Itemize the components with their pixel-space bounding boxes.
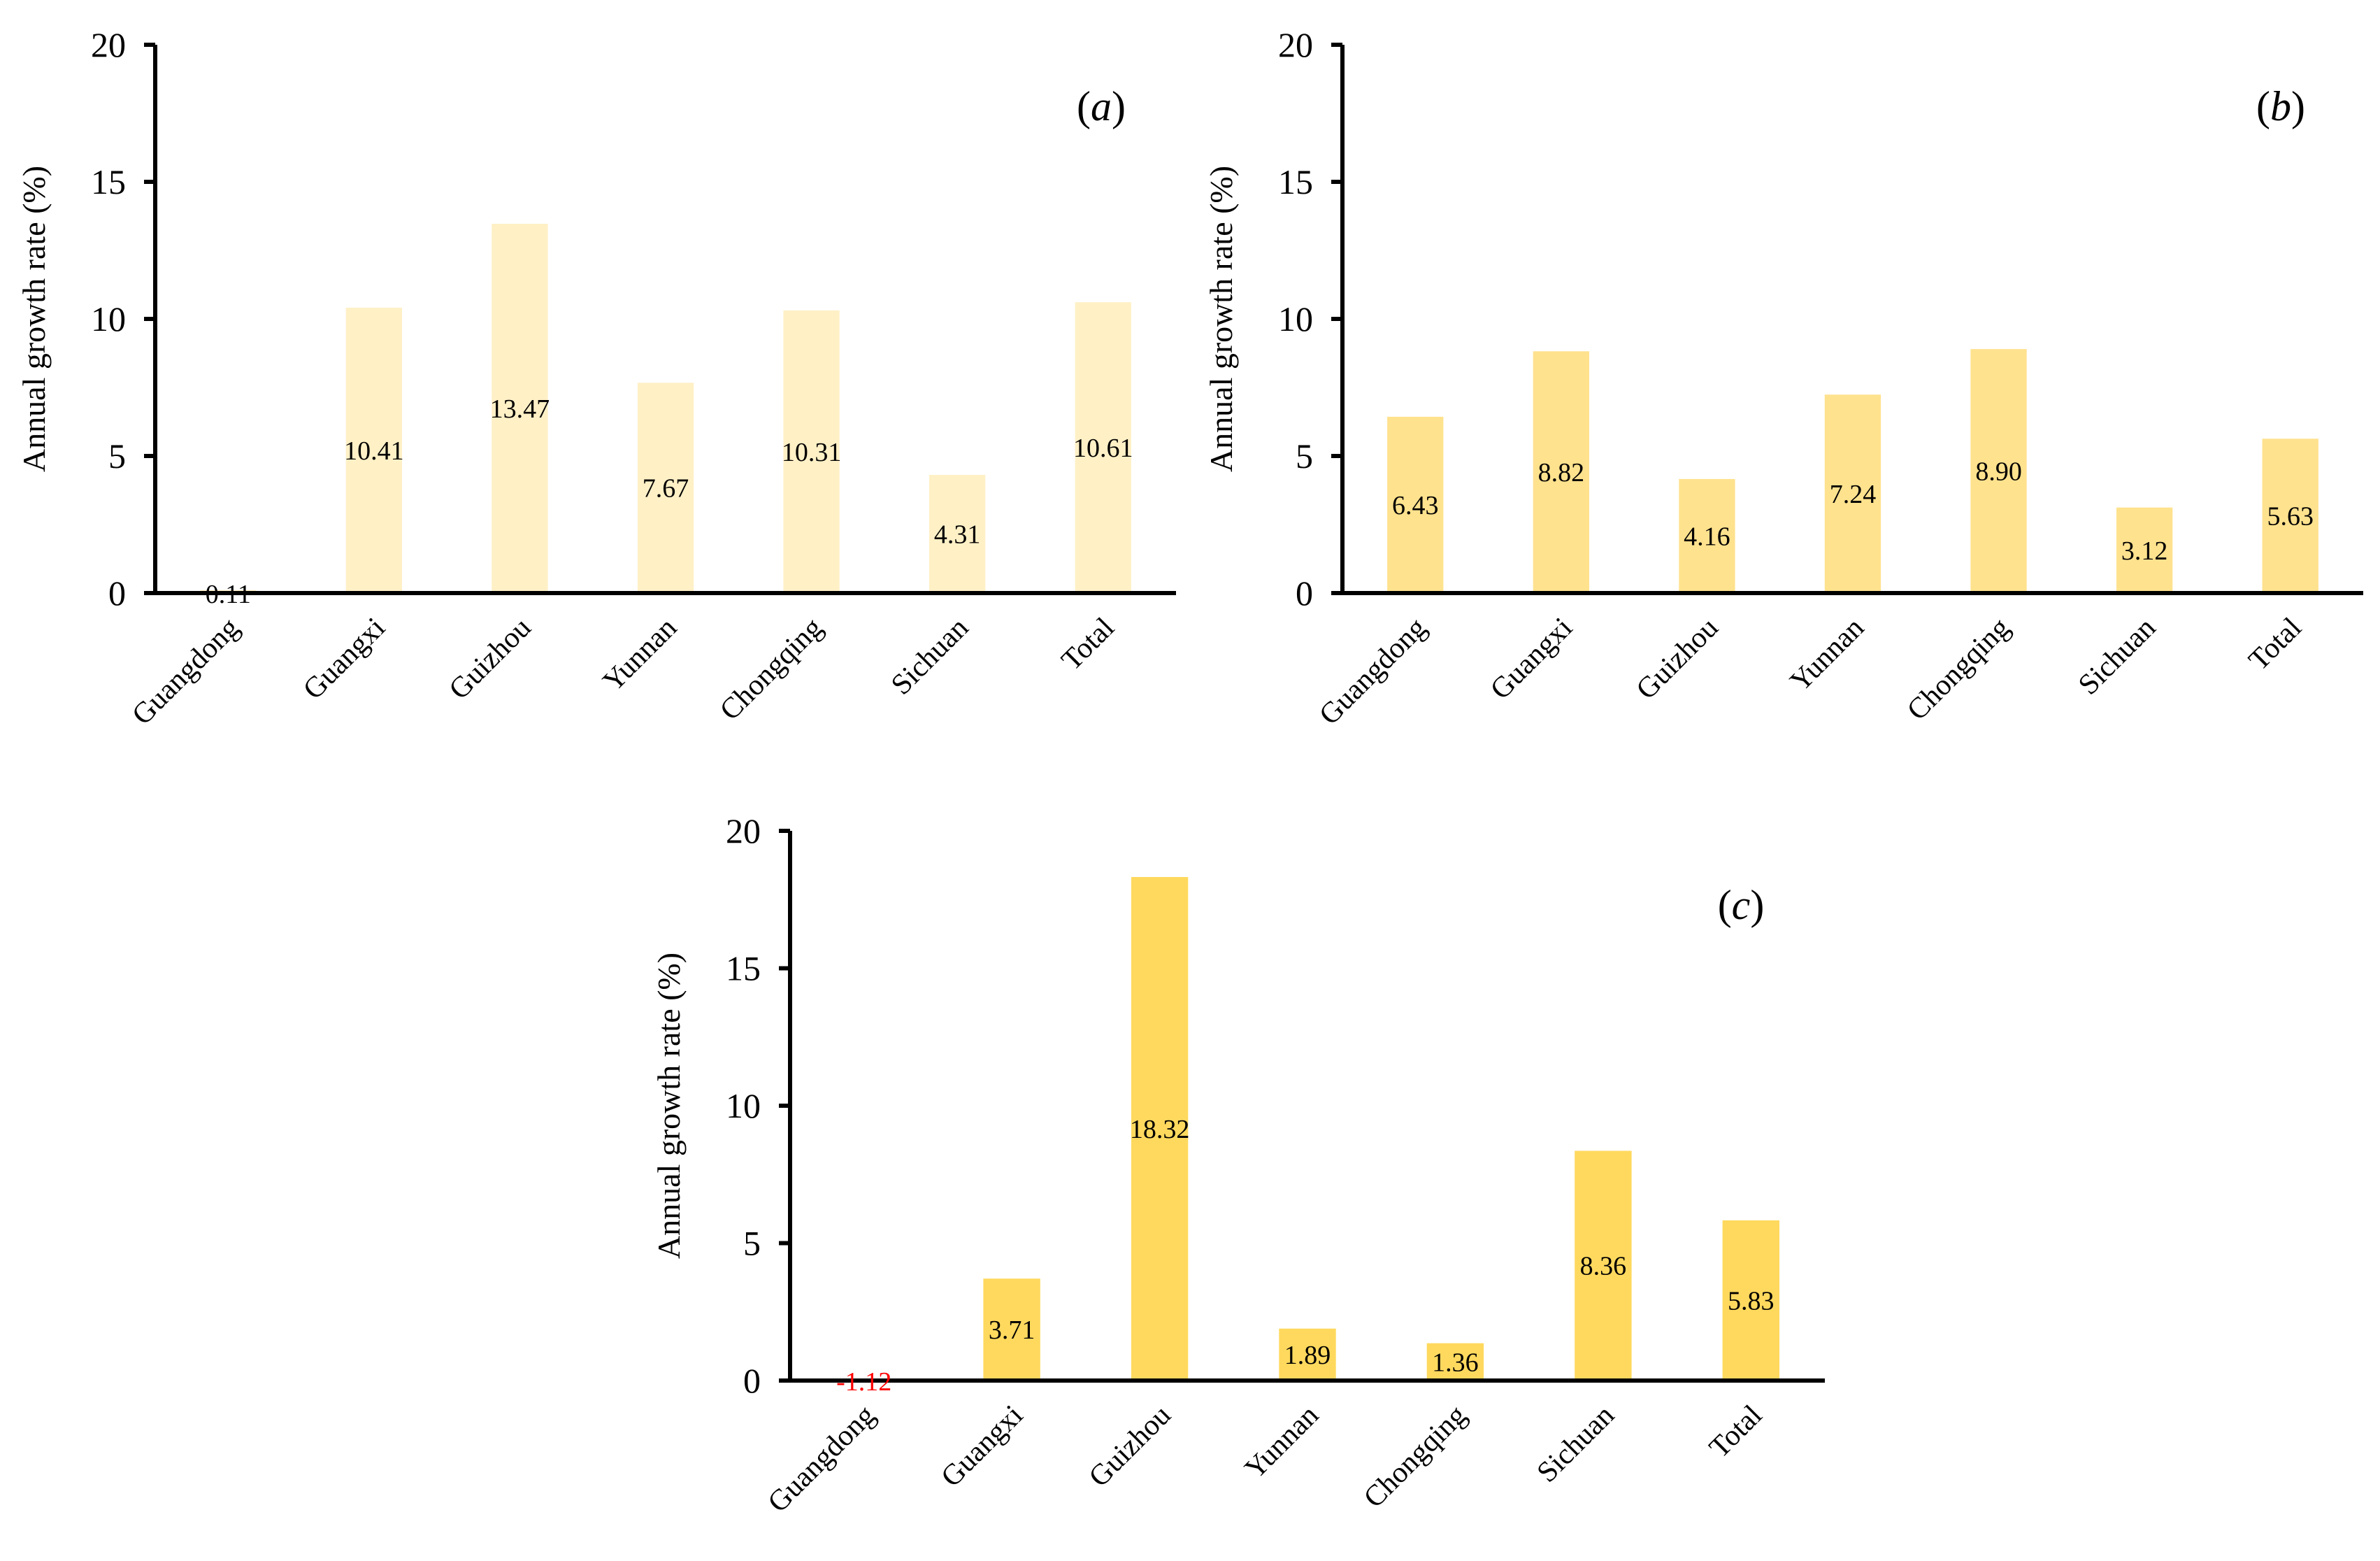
- y-tick-label: 5: [743, 1224, 761, 1263]
- panel-label: (c): [1718, 882, 1765, 928]
- x-tick-label: Guangdong: [126, 612, 245, 732]
- chart-panel-a: 0 5 10 15 20 Annual growth rate (%) Guangdong G…: [16, 25, 1176, 732]
- x-tick-label: Yunnan: [1239, 1399, 1325, 1485]
- data-label: 1.36: [1432, 1348, 1479, 1377]
- x-tick-label: Sichuan: [885, 612, 975, 701]
- data-label: 18.32: [1130, 1115, 1190, 1144]
- data-label: 6.43: [1392, 491, 1439, 520]
- panel-label: (b): [2256, 83, 2305, 129]
- x-tick-label: Guangxi: [1484, 612, 1579, 706]
- x-tick-label: Total: [2243, 612, 2308, 677]
- bar-guizhou: [492, 224, 548, 593]
- y-tick-label: 15: [1278, 162, 1313, 201]
- x-tick-label: Sichuan: [1531, 1399, 1621, 1489]
- data-label: 13.47: [490, 394, 550, 424]
- chart-panel-c: 0 5 10 15 20 Annual growth rate (%) Guangdong G…: [651, 811, 1825, 1519]
- bar-guangxi: [345, 307, 402, 593]
- data-label: 7.24: [1830, 480, 1877, 509]
- y-tick-label: 0: [743, 1361, 761, 1400]
- y-tick-label: 5: [1296, 436, 1313, 476]
- bar-yunnan: [1824, 394, 1881, 593]
- bar-guangxi: [1533, 351, 1589, 593]
- y-tick-label: 15: [91, 162, 126, 201]
- bar-yunnan: [637, 383, 694, 593]
- x-tick-label: Chongqing: [1901, 612, 2016, 727]
- x-tick-label: Guangxi: [297, 612, 392, 706]
- bar-total: [1075, 302, 1131, 593]
- data-label: 10.61: [1073, 434, 1133, 463]
- y-tick-label: 20: [726, 811, 761, 850]
- x-tick-label: Yunnan: [1784, 612, 1870, 698]
- bar-total: [1722, 1220, 1779, 1381]
- data-label: 10.41: [344, 436, 404, 466]
- x-tick-label: Yunnan: [597, 612, 683, 698]
- data-label: 8.36: [1580, 1252, 1627, 1281]
- bar-guangxi: [983, 1278, 1040, 1381]
- x-tick-label: Guangxi: [935, 1399, 1029, 1494]
- bar-chongqing: [1426, 1343, 1484, 1381]
- bar-chongqing: [783, 310, 840, 593]
- x-tick-label: Guizhou: [1083, 1399, 1177, 1494]
- y-tick-label: 5: [108, 436, 126, 476]
- data-label: 8.82: [1538, 458, 1585, 487]
- bar-chongqing: [1970, 349, 2027, 593]
- x-tick-label: Total: [1703, 1399, 1768, 1464]
- data-label: 8.90: [1975, 457, 2022, 487]
- y-tick-label: 10: [726, 1086, 761, 1125]
- y-tick-label: 10: [1278, 299, 1313, 338]
- x-tick-label: Total: [1056, 612, 1121, 677]
- data-label: 1.89: [1284, 1341, 1331, 1370]
- y-tick-label: 0: [108, 573, 126, 613]
- y-tick-label: 20: [91, 25, 126, 64]
- y-tick-label: 0: [1296, 573, 1313, 613]
- x-tick-label: Chongqing: [1358, 1399, 1473, 1515]
- data-label: 10.31: [782, 438, 842, 467]
- bar-sichuan: [1575, 1150, 1632, 1381]
- x-tick-label: Sichuan: [2072, 612, 2162, 701]
- x-tick-label: Guizhou: [1630, 612, 1725, 706]
- bar-sichuan: [2116, 507, 2173, 593]
- y-axis-title: Annual growth rate (%): [16, 166, 52, 472]
- x-tick-label: Chongqing: [714, 612, 829, 727]
- bar-sichuan: [929, 475, 986, 593]
- x-tick-label: Guangdong: [1313, 612, 1433, 732]
- chart-panel-b: 0 5 10 15 20 Annual growth rate (%) Guangdong G…: [1203, 25, 2363, 732]
- bar-total: [2262, 439, 2318, 593]
- data-label: 3.71: [989, 1316, 1035, 1345]
- x-tick-label: Guizhou: [443, 612, 538, 706]
- data-label: 0.11: [206, 580, 251, 609]
- data-label: 5.83: [1728, 1286, 1775, 1316]
- y-tick-label: 20: [1278, 25, 1313, 64]
- bar-guizhou: [1679, 478, 1735, 593]
- data-label: 5.63: [2267, 502, 2314, 532]
- data-label: -1.12: [836, 1367, 891, 1397]
- y-axis-title: Annual growth rate (%): [1203, 166, 1239, 472]
- y-tick-label: 15: [726, 949, 761, 988]
- bar-guangdong: [1387, 416, 1444, 593]
- data-label: 4.16: [1684, 522, 1730, 551]
- data-label: 7.67: [643, 474, 689, 504]
- data-label: 4.31: [934, 520, 981, 550]
- y-axis-title: Annual growth rate (%): [651, 953, 687, 1259]
- y-tick-label: 10: [91, 299, 126, 338]
- x-tick-label: Guangdong: [762, 1399, 882, 1519]
- bar-yunnan: [1279, 1328, 1336, 1381]
- panel-label: (a): [1077, 83, 1126, 129]
- bar-guizhou: [1131, 877, 1189, 1381]
- data-label: 3.12: [2121, 536, 2168, 566]
